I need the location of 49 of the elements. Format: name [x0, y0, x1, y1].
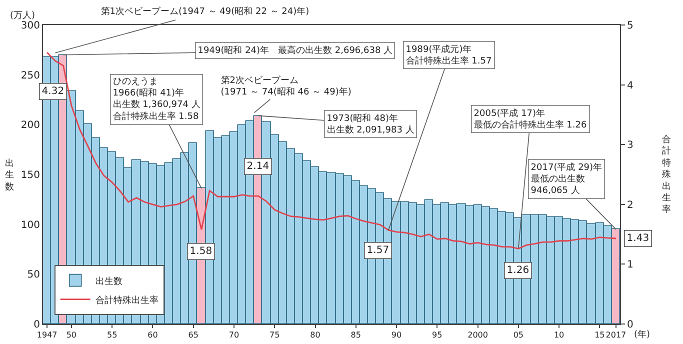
- y-tick-label: 200: [20, 120, 40, 132]
- x-tick-label: 75: [270, 330, 280, 340]
- y-axis-title: 出生数: [5, 158, 14, 192]
- y-tick-label: 250: [20, 70, 40, 82]
- y-tick-label: 50: [27, 270, 40, 281]
- data-label: 1.26: [506, 264, 530, 276]
- data-label: 1.57: [366, 244, 390, 256]
- y-tick-label: 100: [20, 220, 40, 231]
- annotation: 2017(平成 29)年最低の出生数946,065 人: [530, 162, 602, 196]
- data-label: 1.58: [190, 246, 212, 257]
- y2-tick-label: 2: [627, 200, 634, 211]
- x-tick-label: 70: [228, 330, 240, 340]
- annotation: 第2次ベビーブーム(1971 ～ 74(昭和 46 ～ 49)年): [220, 74, 352, 98]
- annotation: ひのえうま1966(昭和 41)年出生数 1,360,974 人合計特殊出生率 1.58: [112, 76, 200, 122]
- data-label: 4.32: [42, 86, 64, 97]
- x-tick-label: 55: [106, 330, 118, 340]
- legend-label: 合計特殊出生率: [95, 294, 158, 306]
- data-label: 2.14: [246, 160, 270, 172]
- y2-tick-label: 3: [627, 140, 634, 152]
- y2-axis-title: 合計特殊出生率: [662, 134, 671, 216]
- x-axis-title: (年): [634, 329, 650, 340]
- x-tick-label: 2000: [468, 330, 488, 340]
- legend-label: 出生数: [95, 276, 122, 287]
- x-tick-label: 1947: [36, 330, 58, 340]
- x-tick-label: 90: [391, 330, 402, 340]
- y2-tick-label: 1: [627, 260, 634, 271]
- x-tick-label: 95: [432, 330, 442, 340]
- x-tick-label: 85: [350, 330, 361, 340]
- x-tick-label: 15: [594, 330, 605, 340]
- y2-tick-label: 4: [627, 80, 634, 92]
- text: (万人): [10, 10, 36, 21]
- y2-tick-label: 0: [627, 320, 634, 330]
- x-tick-label: 10: [554, 330, 564, 340]
- annotation: 1973(昭和 48)年出生数 2,091,983 人: [326, 112, 414, 136]
- x-tick-label: 60: [148, 330, 158, 340]
- data-label: 1.43: [626, 232, 650, 244]
- x-tick-label: 50: [66, 330, 77, 340]
- y-tick-label: 150: [20, 170, 40, 181]
- annotation: 2005(平成 17)年最低の合計特殊出生率 1.26: [474, 108, 587, 130]
- y2-tick-label: 5: [627, 20, 634, 32]
- x-tick-label: 2017: [606, 330, 626, 340]
- annotation: 1989(平成元)年合計特殊出生率 1.57: [406, 44, 492, 66]
- annotation: 第1次ベビーブーム(1947 ～ 49(昭和 22 ～ 24)年): [100, 6, 310, 17]
- annotation: 1949(昭和 24)年 最高の出生数 2,696,638 人: [198, 44, 393, 56]
- x-tick-label: 80: [310, 330, 320, 340]
- x-tick-label: 65: [188, 330, 198, 340]
- y-tick-label: 300: [20, 20, 40, 32]
- y-tick-label: 0: [34, 320, 40, 330]
- x-tick-label: 05: [513, 330, 524, 340]
